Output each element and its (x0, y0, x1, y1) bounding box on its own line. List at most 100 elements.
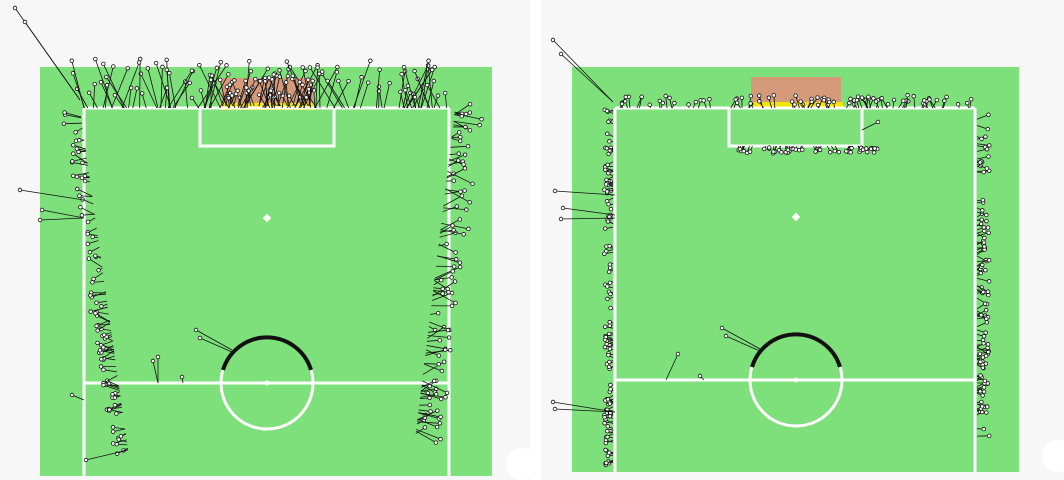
detection-point (193, 327, 199, 333)
detection-ray (228, 93, 237, 107)
detection-point (187, 80, 192, 86)
detection-point (982, 378, 988, 384)
detection-point (789, 99, 795, 104)
detection-point (440, 286, 445, 291)
center-spot (264, 380, 270, 386)
detection-point (552, 406, 558, 412)
detection-point (346, 78, 351, 84)
detection-point (828, 150, 833, 155)
detection-ray (141, 93, 147, 109)
detection-ray (420, 393, 446, 398)
detection-point (608, 291, 613, 297)
detection-point (866, 94, 871, 100)
detections (12, 5, 992, 468)
detection-point (125, 66, 130, 71)
detection-point (608, 382, 613, 388)
detection-point (606, 269, 612, 275)
detection-point (449, 290, 455, 296)
detection-point (439, 277, 444, 283)
detection-point (741, 148, 746, 154)
detection-point (605, 424, 610, 429)
detection-point (436, 353, 441, 358)
detection-point (399, 71, 404, 77)
detection-ray (160, 66, 163, 109)
detection-point (428, 409, 433, 414)
detection-ray (437, 255, 457, 260)
detection-point (164, 67, 169, 72)
detection-point (464, 207, 469, 212)
detection-point (112, 395, 118, 400)
detection-point (607, 280, 613, 286)
detection-point (987, 433, 992, 439)
detection-point (860, 147, 866, 152)
detection-point (433, 440, 439, 445)
detection-ray (168, 73, 177, 109)
detection-ray (221, 80, 235, 107)
detection-point (439, 368, 445, 374)
detection-point (761, 146, 767, 152)
detection-ray (219, 79, 227, 107)
detection-point (813, 149, 818, 154)
detection-point (550, 399, 556, 405)
detection-point (253, 76, 258, 82)
detection-ray (425, 349, 439, 356)
detection-ray (398, 71, 406, 109)
detection-ray (24, 21, 81, 101)
detection-ray (39, 217, 85, 221)
detection-point (981, 385, 987, 390)
detection-ray (433, 290, 449, 293)
detection-point (458, 134, 463, 140)
detection-point (987, 143, 992, 148)
detection-point (376, 84, 382, 89)
detection-point (986, 279, 992, 284)
detection-point (865, 149, 870, 155)
detection-point (983, 307, 989, 313)
detection-ray (97, 322, 111, 331)
detection-point (104, 74, 109, 80)
detection-point (453, 300, 458, 306)
detection-ray (308, 84, 312, 107)
detection-point (431, 78, 437, 84)
detection-point (93, 311, 98, 316)
detection-point (435, 408, 440, 413)
detection-ray (96, 319, 110, 327)
detection-point (980, 262, 985, 268)
detection-point (277, 68, 282, 73)
detection-point (424, 82, 430, 88)
detection-ray (421, 380, 448, 394)
detection-point (891, 97, 897, 103)
detection-point (285, 73, 291, 79)
detection-ray (431, 292, 453, 301)
detection-point (70, 71, 76, 76)
detection-point (96, 268, 101, 273)
detection-point (793, 93, 798, 98)
penalty-spot (262, 213, 272, 223)
detection-point (167, 70, 172, 76)
detection-point (445, 286, 450, 292)
detection-point (550, 37, 556, 43)
detection-ray (426, 84, 441, 109)
corner-blob (1042, 440, 1064, 472)
detection-ray (139, 58, 141, 109)
detection-point (276, 90, 282, 96)
detection-point (873, 99, 879, 104)
detection-point (366, 80, 371, 85)
detection-ray (172, 82, 191, 109)
detection-point (62, 110, 67, 115)
detection-ray (244, 78, 256, 107)
detection-ray (103, 369, 118, 373)
detection-ray (428, 329, 449, 333)
detection-point (697, 373, 703, 379)
detection-ray (439, 225, 453, 234)
detection-point (110, 429, 116, 434)
detection-ray (90, 293, 107, 296)
detection-point (985, 225, 991, 230)
detection-ray (441, 222, 469, 230)
detection-point (427, 383, 432, 389)
detection-point (470, 181, 475, 187)
detection-ray (415, 430, 437, 443)
detection-point (446, 335, 452, 340)
detection-point (434, 424, 440, 430)
detection-point (437, 421, 443, 426)
detection-point (451, 178, 457, 183)
